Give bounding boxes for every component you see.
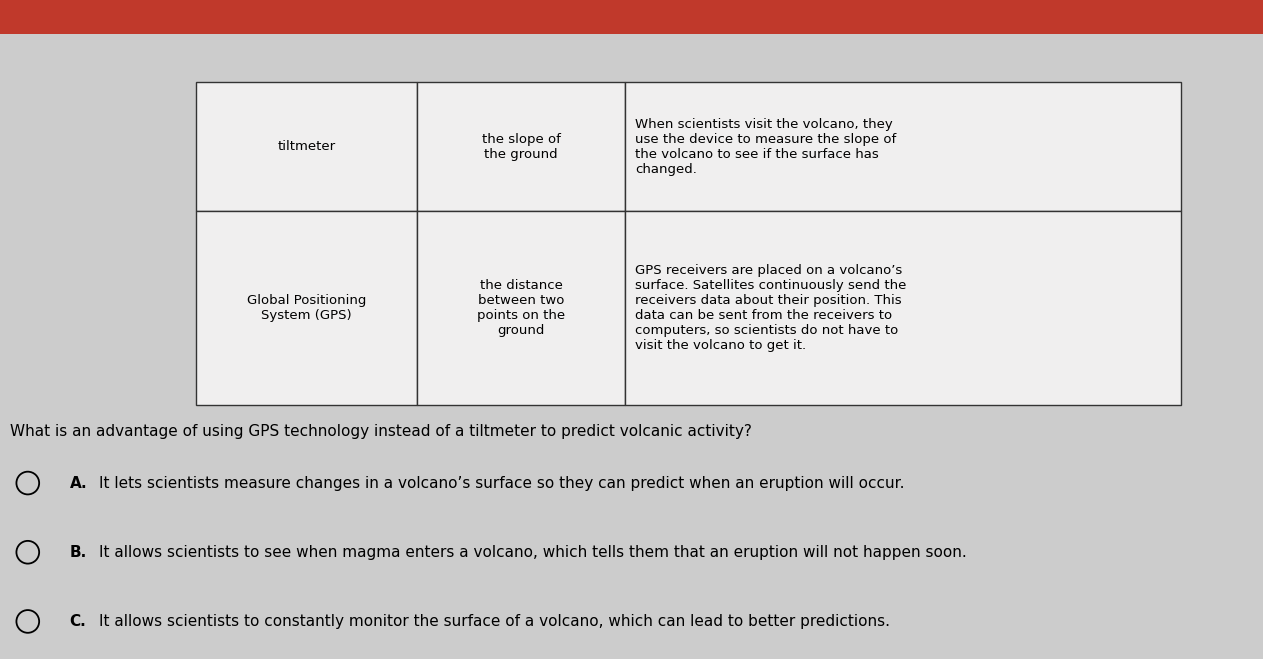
- Text: tiltmeter: tiltmeter: [277, 140, 336, 153]
- Text: the slope of
the ground: the slope of the ground: [481, 132, 561, 161]
- Text: the distance
between two
points on the
ground: the distance between two points on the g…: [477, 279, 565, 337]
- Text: Natural Hazards: Natural Hazards: [10, 8, 173, 26]
- Text: It allows scientists to constantly monitor the surface of a volcano, which can l: It allows scientists to constantly monit…: [99, 614, 889, 629]
- Text: It allows scientists to see when magma enters a volcano, which tells them that a: It allows scientists to see when magma e…: [99, 545, 966, 559]
- Text: Global Positioning
System (GPS): Global Positioning System (GPS): [246, 294, 366, 322]
- Text: GPS receivers are placed on a volcano’s
surface. Satellites continuously send th: GPS receivers are placed on a volcano’s …: [635, 264, 907, 352]
- Text: C.: C.: [69, 614, 86, 629]
- Text: A.: A.: [69, 476, 87, 490]
- Text: When scientists visit the volcano, they
use the device to measure the slope of
t: When scientists visit the volcano, they …: [635, 117, 897, 176]
- Text: It lets scientists measure changes in a volcano’s surface so they can predict wh: It lets scientists measure changes in a …: [99, 476, 904, 490]
- Text: B.: B.: [69, 545, 87, 559]
- Text: What is an advantage of using GPS technology instead of a tiltmeter to predict v: What is an advantage of using GPS techno…: [10, 424, 751, 439]
